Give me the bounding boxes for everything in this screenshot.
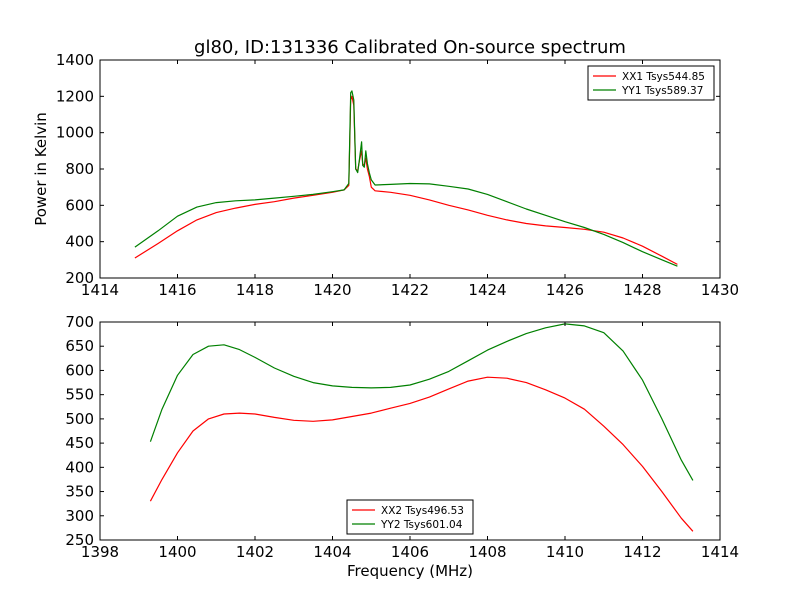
y-tick-label: 250 xyxy=(65,531,94,549)
chart-panel-1: gl80, ID:131336 Calibrated On-source spe… xyxy=(32,37,739,299)
y-tick-label: 400 xyxy=(65,458,94,476)
legend-box xyxy=(346,499,474,535)
series-line-1 xyxy=(149,376,694,532)
legend-label: YY2 Tsys601.04 xyxy=(380,519,463,531)
x-tick-label: 1416 xyxy=(158,281,196,299)
x-tick-label: 1404 xyxy=(313,543,351,561)
x-axis-label: Frequency (MHz) xyxy=(347,562,473,580)
chart-title: gl80, ID:131336 Calibrated On-source spe… xyxy=(194,37,626,58)
x-tick-label: 1412 xyxy=(623,543,661,561)
y-tick-label: 200 xyxy=(65,269,94,287)
y-tick-label: 300 xyxy=(65,507,94,525)
x-tick-label: 1426 xyxy=(546,281,584,299)
x-tick-label: 1402 xyxy=(236,543,274,561)
legend-box xyxy=(587,65,715,101)
y-tick-label: 600 xyxy=(65,196,94,214)
x-tick-label: 1406 xyxy=(391,543,429,561)
x-tick-label: 1414 xyxy=(701,543,739,561)
y-tick-label: 550 xyxy=(65,386,94,404)
y-tick-label: 1000 xyxy=(56,124,94,142)
chart-panel-2: 1398 1400 1402 1404 1406 1408 1410 1412 1414 250 3… xyxy=(65,313,739,580)
x-tick-label: 1400 xyxy=(158,543,196,561)
y-tick-label: 800 xyxy=(65,160,94,178)
x-tick-label: 1414 xyxy=(81,281,119,299)
y-axis-label: Power in Kelvin xyxy=(32,112,50,226)
y-tick-label: 350 xyxy=(65,483,94,501)
y-tick-label: 400 xyxy=(65,233,94,251)
x-tick-label: 1420 xyxy=(313,281,351,299)
y-tick-label: 650 xyxy=(65,337,94,355)
x-tick-label: 1398 xyxy=(81,543,119,561)
y-tick-label: 500 xyxy=(65,410,94,428)
legend: XX1 Tsys544.85 YY1 Tsys589.37 xyxy=(587,65,715,101)
x-tick-label: 1408 xyxy=(468,543,506,561)
legend: XX2 Tsys496.53 YY2 Tsys601.04 xyxy=(346,499,474,535)
legend-label: XX1 Tsys544.85 xyxy=(622,71,705,83)
y-tick-label: 700 xyxy=(65,313,94,331)
legend-label: XX2 Tsys496.53 xyxy=(381,505,464,517)
x-tick-label: 1428 xyxy=(623,281,661,299)
y-tick-label: 600 xyxy=(65,361,94,379)
y-tick-label: 1400 xyxy=(56,51,94,69)
series-line-2 xyxy=(149,323,694,481)
x-tick-label: 1424 xyxy=(468,281,506,299)
legend-label: YY1 Tsys589.37 xyxy=(621,85,703,97)
x-tick-label: 1410 xyxy=(546,543,584,561)
x-tick-label: 1418 xyxy=(236,281,274,299)
x-tick-label: 1422 xyxy=(391,281,429,299)
y-tick-label: 1200 xyxy=(56,87,94,105)
y-tick-label: 450 xyxy=(65,434,94,452)
series-line-2 xyxy=(134,90,678,267)
x-tick-label: 1430 xyxy=(701,281,739,299)
